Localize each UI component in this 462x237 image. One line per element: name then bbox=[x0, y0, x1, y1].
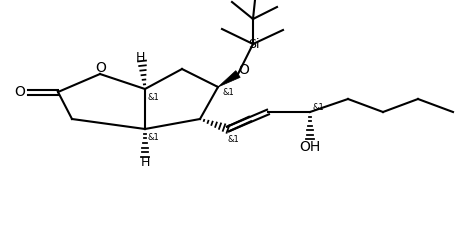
Text: H: H bbox=[140, 155, 150, 169]
Text: O: O bbox=[96, 61, 106, 75]
Text: O: O bbox=[238, 63, 249, 77]
Polygon shape bbox=[218, 71, 240, 87]
Text: &1: &1 bbox=[222, 87, 234, 96]
Text: OH: OH bbox=[299, 140, 321, 154]
Text: &1: &1 bbox=[227, 135, 239, 143]
Text: Si: Si bbox=[248, 37, 260, 50]
Text: &1: &1 bbox=[147, 132, 159, 141]
Text: H: H bbox=[135, 50, 145, 64]
Text: O: O bbox=[15, 85, 25, 99]
Text: &1: &1 bbox=[147, 92, 159, 101]
Text: &1: &1 bbox=[312, 102, 324, 111]
